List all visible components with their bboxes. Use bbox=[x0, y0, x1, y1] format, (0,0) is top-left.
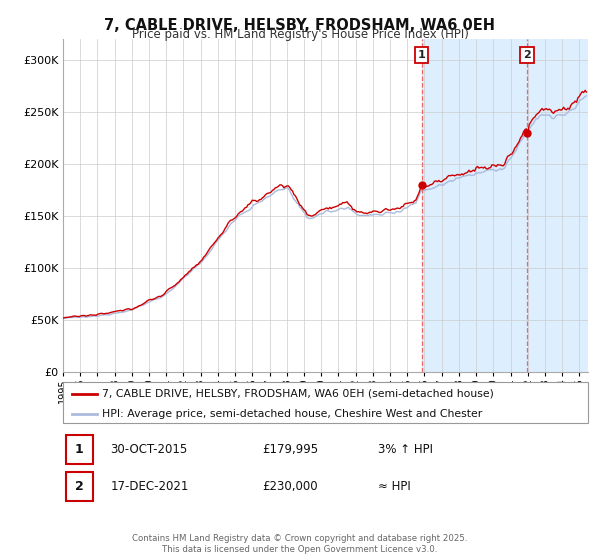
Bar bbox=[422, 39, 588, 372]
Text: 1: 1 bbox=[75, 444, 83, 456]
Text: £179,995: £179,995 bbox=[263, 444, 319, 456]
Text: 7, CABLE DRIVE, HELSBY, FRODSHAM, WA6 0EH (semi-detached house): 7, CABLE DRIVE, HELSBY, FRODSHAM, WA6 0E… bbox=[103, 389, 494, 399]
Text: Contains HM Land Registry data © Crown copyright and database right 2025.
This d: Contains HM Land Registry data © Crown c… bbox=[132, 534, 468, 554]
Text: HPI: Average price, semi-detached house, Cheshire West and Chester: HPI: Average price, semi-detached house,… bbox=[103, 409, 482, 418]
FancyBboxPatch shape bbox=[65, 435, 93, 464]
Text: 3% ↑ HPI: 3% ↑ HPI bbox=[378, 444, 433, 456]
Text: 17-DEC-2021: 17-DEC-2021 bbox=[110, 480, 188, 493]
Text: 7, CABLE DRIVE, HELSBY, FRODSHAM, WA6 0EH: 7, CABLE DRIVE, HELSBY, FRODSHAM, WA6 0E… bbox=[104, 18, 496, 33]
Text: £230,000: £230,000 bbox=[263, 480, 318, 493]
Text: Price paid vs. HM Land Registry's House Price Index (HPI): Price paid vs. HM Land Registry's House … bbox=[131, 28, 469, 41]
FancyBboxPatch shape bbox=[65, 472, 93, 501]
Text: 30-OCT-2015: 30-OCT-2015 bbox=[110, 444, 187, 456]
FancyBboxPatch shape bbox=[63, 382, 588, 423]
Text: ≈ HPI: ≈ HPI bbox=[378, 480, 411, 493]
Text: 1: 1 bbox=[418, 50, 425, 60]
Text: 2: 2 bbox=[523, 50, 531, 60]
Text: 2: 2 bbox=[75, 480, 83, 493]
